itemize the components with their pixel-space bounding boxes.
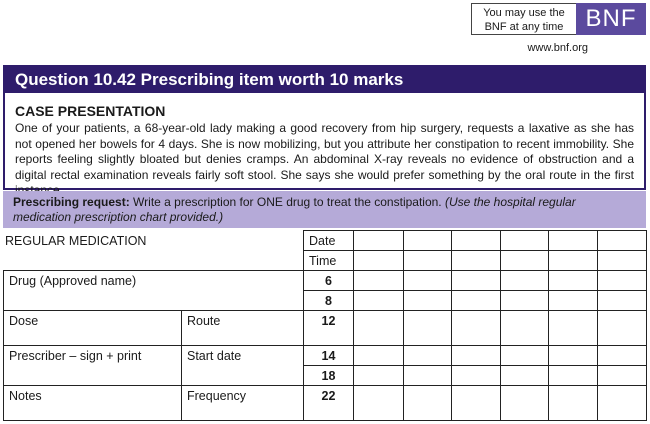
time-label: 18 — [303, 365, 354, 386]
grid-cell — [597, 250, 647, 271]
grid-cell — [500, 385, 549, 421]
request-box: Prescribing request: Write a prescriptio… — [3, 191, 646, 228]
grid-cell — [403, 385, 452, 421]
grid-cell — [353, 345, 404, 366]
grid-cell — [403, 270, 452, 291]
grid-cell — [353, 270, 404, 291]
grid-cell — [597, 290, 647, 311]
grid-cell — [353, 365, 404, 386]
slot-label: Date — [303, 230, 354, 251]
grid-cell — [500, 310, 549, 346]
grid-cell — [353, 250, 404, 271]
grid-cell — [451, 250, 501, 271]
grid-cell — [548, 290, 598, 311]
grid-cell — [500, 250, 549, 271]
grid-cell — [451, 385, 501, 421]
time-label: 22 — [303, 385, 354, 421]
grid-cell — [500, 365, 549, 386]
route-field: Route — [181, 310, 304, 346]
grid-cell — [403, 230, 452, 251]
request-text: Write a prescription for ONE drug to tre… — [133, 195, 442, 209]
grid-cell — [548, 385, 598, 421]
grid-cell — [548, 270, 598, 291]
grid-cell — [451, 345, 501, 366]
bnf-notice: You may use the BNF at any time — [471, 3, 576, 35]
grid-cell — [548, 365, 598, 386]
grid-cell — [353, 230, 404, 251]
slot-label: Time — [303, 250, 354, 271]
grid-cell — [403, 365, 452, 386]
grid-cell — [451, 365, 501, 386]
grid-cell — [353, 290, 404, 311]
case-box: CASE PRESENTATION One of your patients, … — [3, 93, 646, 197]
grid-cell — [597, 270, 647, 291]
grid-cell — [548, 345, 598, 366]
grid-cell — [597, 345, 647, 366]
grid-cell — [403, 250, 452, 271]
grid-cell — [597, 310, 647, 346]
time-label: 12 — [303, 310, 354, 346]
grid-cell — [597, 230, 647, 251]
grid-cell — [500, 270, 549, 291]
time-label: 6 — [303, 270, 354, 291]
time-label: 8 — [303, 290, 354, 311]
frequency-field: Frequency — [181, 385, 304, 421]
grid-cell — [548, 250, 598, 271]
time-label: 14 — [303, 345, 354, 366]
grid-cell — [403, 290, 452, 311]
grid-cell — [500, 345, 549, 366]
dose-field: Dose — [3, 310, 182, 346]
case-heading: CASE PRESENTATION — [15, 103, 166, 119]
grid-cell — [451, 310, 501, 346]
bnf-logo: BNF — [576, 3, 646, 35]
case-text: One of your patients, a 68-year-old lady… — [15, 121, 634, 197]
request-label: Prescribing request: — [13, 195, 130, 209]
grid-cell — [353, 385, 404, 421]
question-title: Question 10.42 Prescribing item worth 10… — [3, 65, 646, 93]
prescriber-field: Prescriber – sign + print — [3, 345, 182, 386]
grid-cell — [500, 290, 549, 311]
bnf-url: www.bnf.org — [527, 42, 588, 54]
grid-cell — [451, 230, 501, 251]
grid-cell — [451, 290, 501, 311]
grid-cell — [548, 230, 598, 251]
notes-field: Notes — [3, 385, 182, 421]
grid-cell — [451, 270, 501, 291]
grid-cell — [403, 310, 452, 346]
chart-heading: REGULAR MEDICATION — [5, 234, 147, 248]
grid-cell — [353, 310, 404, 346]
grid-cell — [403, 345, 452, 366]
request-note: (Use the hospital regular medication pre… — [13, 195, 576, 224]
grid-cell — [597, 385, 647, 421]
start-date-field: Start date — [181, 345, 304, 386]
drug-field: Drug (Approved name) — [3, 270, 304, 311]
grid-cell — [597, 365, 647, 386]
grid-cell — [548, 310, 598, 346]
grid-cell — [500, 230, 549, 251]
